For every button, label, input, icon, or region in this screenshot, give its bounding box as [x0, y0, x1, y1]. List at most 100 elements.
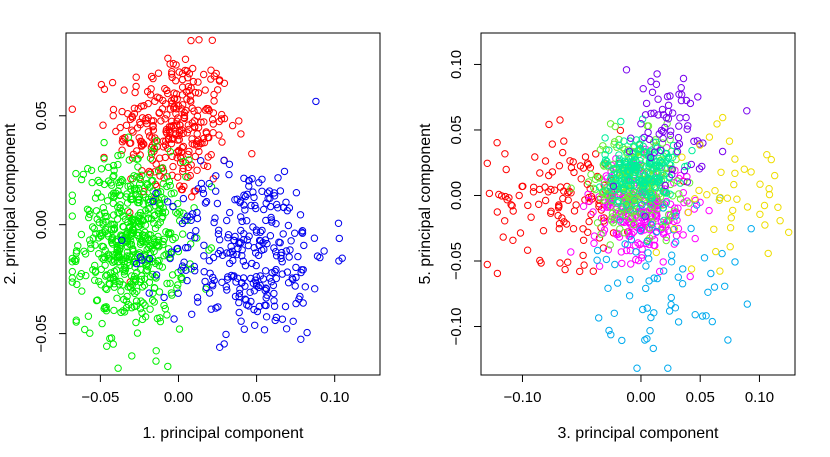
point-yellow [713, 120, 721, 128]
point-red [148, 117, 156, 125]
point-green [113, 294, 121, 302]
point-blue [241, 206, 249, 214]
point-purple [654, 111, 662, 119]
point-red [509, 236, 517, 245]
point-yellow [756, 180, 764, 188]
y-tick-label: −0.05 [33, 315, 50, 353]
y-tick-label: −0.05 [448, 242, 465, 280]
point-green [129, 245, 137, 253]
point-red [137, 102, 146, 111]
point-magenta [585, 197, 593, 205]
point-sky [610, 309, 618, 317]
point-blue [261, 286, 269, 295]
point-sky [667, 293, 675, 302]
point-green [109, 161, 118, 170]
point-blue [266, 202, 275, 211]
point-purple [657, 126, 666, 135]
point-green [127, 284, 135, 292]
point-green [606, 120, 615, 128]
point-green [156, 317, 165, 326]
point-blue [225, 160, 234, 169]
point-blue [275, 238, 283, 246]
point-green [114, 160, 122, 169]
point-cyan-green [629, 176, 637, 185]
x-tick-label: 0.10 [745, 389, 774, 406]
point-sky [645, 277, 653, 285]
point-green [155, 288, 164, 296]
point-green [144, 199, 153, 207]
point-green [150, 144, 159, 152]
point-red [516, 229, 525, 237]
point-blue [271, 316, 279, 325]
point-blue [312, 97, 320, 106]
point-blue [216, 236, 224, 244]
point-green [205, 246, 213, 254]
point-purple [625, 147, 634, 156]
point-green [110, 225, 119, 233]
point-green [137, 297, 145, 305]
point-sky [639, 305, 647, 314]
point-blue [164, 198, 172, 206]
point-blue [178, 262, 187, 270]
point-yellow [695, 186, 703, 195]
point-blue [252, 279, 261, 288]
point-purple [659, 127, 667, 136]
point-yellow [716, 267, 724, 275]
point-green [98, 319, 106, 328]
point-yellow [785, 228, 793, 237]
point-red [519, 182, 527, 191]
point-magenta [590, 232, 599, 240]
point-sky [708, 317, 716, 326]
point-cyan-green [620, 157, 629, 165]
point-green [163, 279, 171, 288]
point-red [483, 260, 491, 269]
point-red [580, 261, 588, 269]
point-sky [613, 279, 622, 287]
point-magenta [650, 241, 658, 250]
point-red [144, 99, 152, 108]
point-green [631, 193, 640, 201]
point-blue [262, 313, 271, 321]
point-green [96, 229, 104, 238]
point-blue [146, 254, 154, 263]
point-blue [193, 293, 202, 302]
point-sky [660, 267, 668, 275]
point-green [68, 258, 77, 266]
point-red [556, 259, 564, 267]
point-blue [240, 230, 248, 238]
point-blue [263, 239, 271, 248]
point-purple [637, 120, 645, 128]
point-cyan-green [650, 182, 659, 191]
point-cyan-green [614, 196, 622, 205]
point-magenta [662, 233, 671, 242]
point-red [203, 104, 211, 113]
point-green [156, 314, 164, 322]
point-red [556, 183, 565, 191]
point-green [666, 136, 674, 144]
point-red [508, 202, 516, 210]
x-tick-label: 0.10 [320, 389, 349, 406]
point-green [87, 166, 96, 175]
point-blue [216, 247, 224, 255]
point-green [99, 219, 107, 227]
point-blue [152, 271, 161, 279]
point-sky [700, 254, 709, 262]
point-blue [231, 232, 239, 241]
point-yellow [691, 195, 699, 203]
point-green [131, 263, 139, 271]
point-blue [240, 325, 249, 333]
point-sky [678, 280, 687, 288]
point-red [136, 151, 144, 159]
point-cyan-green [601, 151, 609, 159]
point-magenta [634, 219, 642, 227]
point-yellow [764, 249, 772, 258]
point-green [165, 230, 173, 238]
point-blue [174, 244, 182, 253]
point-red [142, 117, 150, 125]
point-green [160, 235, 168, 243]
point-blue [292, 273, 300, 282]
point-purple [627, 134, 635, 142]
point-green [139, 217, 148, 225]
point-red [156, 154, 164, 162]
